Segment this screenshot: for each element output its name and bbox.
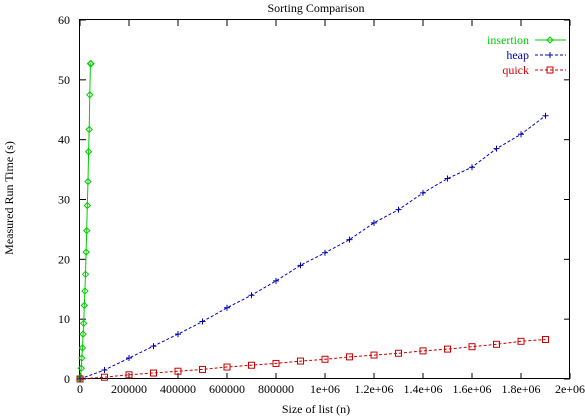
legend-label: heap — [506, 48, 529, 62]
data-point — [248, 361, 255, 369]
data-point — [77, 364, 85, 372]
data-point — [395, 206, 402, 213]
data-point — [82, 248, 90, 256]
data-point — [444, 175, 451, 182]
data-point — [420, 189, 426, 196]
data-point — [78, 354, 86, 362]
x-tick-label: 2e+06 — [555, 382, 585, 396]
data-point — [321, 355, 329, 363]
x-axis-label: Size of list (n) — [282, 402, 350, 416]
data-point — [85, 125, 93, 134]
data-point — [223, 363, 231, 371]
data-point — [175, 331, 181, 338]
legend-label: quick — [502, 63, 529, 77]
data-point — [101, 373, 108, 381]
y-axis-label: Measured Run Time (s) — [2, 141, 16, 255]
data-point — [224, 304, 230, 311]
data-point — [76, 375, 84, 383]
data-point — [84, 147, 93, 156]
data-point — [79, 330, 87, 338]
chart-title: Sorting Comparison — [267, 1, 364, 15]
data-point — [199, 365, 206, 373]
data-point — [86, 91, 94, 99]
data-point — [322, 249, 328, 256]
y-tick-label: 10 — [58, 312, 70, 326]
data-point — [370, 351, 378, 359]
data-point — [542, 112, 549, 119]
x-tick-label: 1e+06 — [310, 382, 340, 396]
axis-ticks: 0 200000 400000 600000 800000 1e+06 1.2e+06 1.4… — [58, 13, 585, 396]
data-point — [297, 357, 304, 365]
plot-frame — [79, 19, 570, 379]
y-tick-label: 50 — [58, 73, 70, 87]
data-point — [444, 345, 451, 353]
series-line — [79, 339, 546, 380]
x-tick-label: 200000 — [111, 382, 147, 396]
data-point — [174, 367, 182, 375]
series-line — [79, 63, 91, 380]
data-point — [493, 145, 500, 152]
data-point — [395, 349, 402, 357]
x-tick-label: 1.8e+06 — [501, 382, 540, 396]
data-point — [272, 359, 280, 367]
data-point — [199, 318, 206, 325]
data-point — [81, 287, 89, 295]
data-point — [546, 36, 554, 44]
data-point — [546, 66, 554, 74]
data-point — [248, 292, 255, 299]
x-tick-label: 1.2e+06 — [354, 382, 393, 396]
series-heap — [77, 112, 549, 382]
y-tick-label: 20 — [58, 252, 70, 266]
data-point — [126, 355, 132, 362]
series-line — [79, 115, 546, 380]
data-point — [493, 340, 500, 348]
y-tick-label: 30 — [58, 193, 70, 207]
data-point — [346, 353, 353, 361]
data-point — [468, 343, 476, 351]
data-point — [81, 270, 90, 278]
y-tick-label: 0 — [64, 372, 70, 386]
data-point — [273, 277, 279, 284]
series-quick — [76, 336, 549, 383]
x-tick-label: 0 — [77, 382, 83, 396]
x-tick-label: 1.4e+06 — [403, 382, 442, 396]
series-layer — [76, 59, 549, 383]
data-point — [101, 367, 108, 374]
data-point — [79, 319, 88, 328]
data-point — [150, 369, 157, 377]
data-point — [518, 131, 524, 138]
data-point — [542, 336, 549, 344]
x-tick-label: 800000 — [258, 382, 294, 396]
data-point — [547, 52, 553, 58]
data-point — [469, 164, 475, 171]
data-point — [346, 236, 353, 243]
data-point — [371, 219, 377, 226]
data-point — [297, 262, 304, 269]
data-point — [125, 371, 133, 379]
data-point — [83, 226, 91, 235]
data-point — [78, 344, 87, 352]
data-point — [419, 347, 427, 355]
x-tick-label: 600000 — [209, 382, 245, 396]
y-tick-label: 60 — [58, 13, 70, 27]
x-tick-label: 400000 — [160, 382, 196, 396]
data-point — [150, 343, 157, 350]
x-tick-label: 1.6e+06 — [452, 382, 491, 396]
data-point — [80, 301, 88, 310]
data-point — [517, 337, 525, 345]
data-point — [83, 201, 92, 210]
data-point — [84, 177, 92, 186]
y-tick-label: 40 — [58, 133, 70, 147]
legend-label: insertion — [487, 33, 529, 47]
data-point — [87, 59, 95, 68]
